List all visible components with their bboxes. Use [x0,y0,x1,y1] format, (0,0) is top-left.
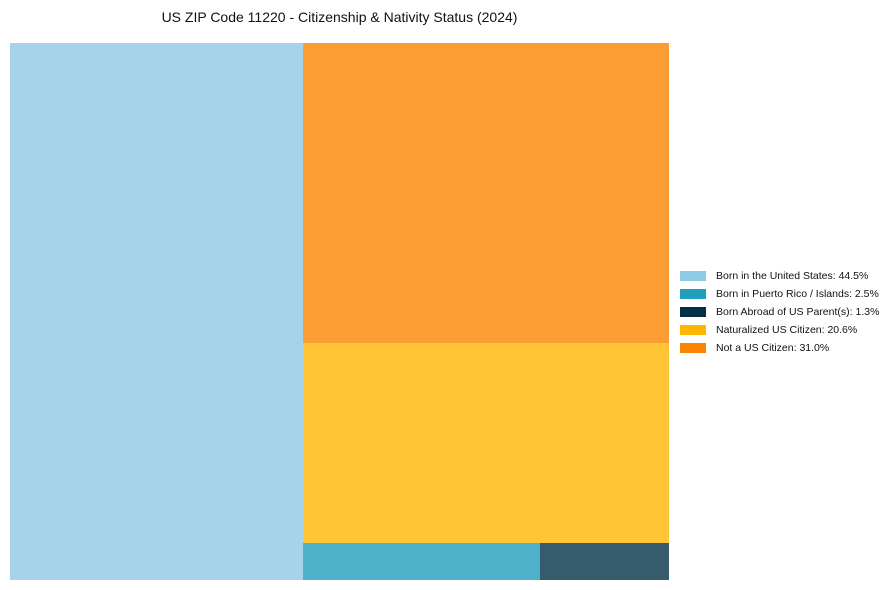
legend-swatch [680,307,706,317]
tile-born-abroad-us-parents [540,543,669,580]
legend-swatch [680,271,706,281]
tile-not-us-citizen [303,43,669,343]
tile-naturalized [303,343,669,543]
legend-label: Born Abroad of US Parent(s): 1.3% [716,306,880,318]
legend-label: Naturalized US Citizen: 20.6% [716,324,858,336]
legend-label: Born in the United States: 44.5% [716,270,869,282]
legend-swatch [680,289,706,299]
tile-born-puerto-rico [303,543,540,580]
legend-label: Born in Puerto Rico / Islands: 2.5% [716,288,879,300]
legend-item: Born in Puerto Rico / Islands: 2.5% [680,285,879,303]
legend-swatch [680,325,706,335]
chart-title: US ZIP Code 11220 - Citizenship & Nativi… [161,9,518,25]
legend-item: Born in the United States: 44.5% [680,267,879,285]
legend-label: Not a US Citizen: 31.0% [716,342,830,354]
legend-swatch [680,343,706,353]
legend: Born in the United States: 44.5% Born in… [680,267,879,357]
tile-born-in-us [10,43,303,580]
legend-item: Not a US Citizen: 31.0% [680,339,879,357]
legend-item: Born Abroad of US Parent(s): 1.3% [680,303,879,321]
legend-item: Naturalized US Citizen: 20.6% [680,321,879,339]
